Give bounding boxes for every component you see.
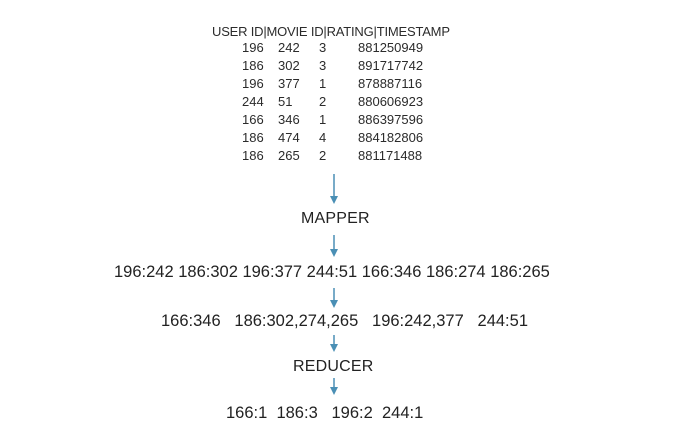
timestamp-cell: 886397596 xyxy=(358,112,424,127)
rating-cell: 1 xyxy=(319,112,327,127)
movie-id-cell: 51 xyxy=(278,94,293,109)
timestamp-cell: 881250949 xyxy=(358,40,424,55)
rating-cell: 3 xyxy=(319,40,327,55)
table-row: 196 242 3 881250949 xyxy=(212,40,472,56)
reducer-output: 166:1 186:3 196:2 244:1 xyxy=(226,404,424,422)
user-id-cell: 186 xyxy=(242,130,264,145)
down-arrow-icon xyxy=(328,235,340,257)
table-row: 244 51 2 880606923 xyxy=(212,94,472,110)
down-arrow-icon xyxy=(328,378,340,395)
shuffled-output: 166:346 186:302,274,265 196:242,377 244:… xyxy=(161,312,528,330)
rating-cell: 3 xyxy=(319,58,327,73)
rating-cell: 2 xyxy=(319,94,327,109)
rating-cell: 4 xyxy=(319,130,327,145)
timestamp-cell: 880606923 xyxy=(358,94,424,109)
movie-id-cell: 265 xyxy=(278,148,300,163)
timestamp-cell: 878887116 xyxy=(358,76,423,91)
rating-cell: 2 xyxy=(319,148,327,163)
timestamp-cell: 884182806 xyxy=(358,130,424,145)
movie-id-cell: 242 xyxy=(278,40,300,55)
table-header: USER ID|MOVIE ID|RATING|TIMESTAMP xyxy=(212,24,450,39)
table-row: 186 265 2 881171488 xyxy=(212,148,472,164)
mapper-label: MAPPER xyxy=(301,210,370,227)
user-id-cell: 196 xyxy=(242,40,264,55)
movie-id-cell: 377 xyxy=(278,76,300,91)
movie-id-cell: 302 xyxy=(278,58,300,73)
user-id-cell: 196 xyxy=(242,76,264,91)
down-arrow-icon xyxy=(328,174,340,204)
user-id-cell: 186 xyxy=(242,148,264,163)
mapper-output: 196:242 186:302 196:377 244:51 166:346 1… xyxy=(114,263,550,281)
table-row: 166 346 1 886397596 xyxy=(212,112,472,128)
down-arrow-icon xyxy=(328,288,340,308)
rating-cell: 1 xyxy=(319,76,327,91)
user-id-cell: 186 xyxy=(242,58,264,73)
table-row: 186 302 3 891717742 xyxy=(212,58,472,74)
movie-id-cell: 346 xyxy=(278,112,300,127)
reducer-label: REDUCER xyxy=(293,358,374,375)
timestamp-cell: 881171488 xyxy=(358,148,423,163)
down-arrow-icon xyxy=(328,335,340,352)
movie-id-cell: 474 xyxy=(278,130,300,145)
user-id-cell: 244 xyxy=(242,94,264,109)
table-row: 196 377 1 878887116 xyxy=(212,76,472,92)
user-id-cell: 166 xyxy=(242,112,264,127)
table-row: 186 474 4 884182806 xyxy=(212,130,472,146)
timestamp-cell: 891717742 xyxy=(358,58,424,73)
